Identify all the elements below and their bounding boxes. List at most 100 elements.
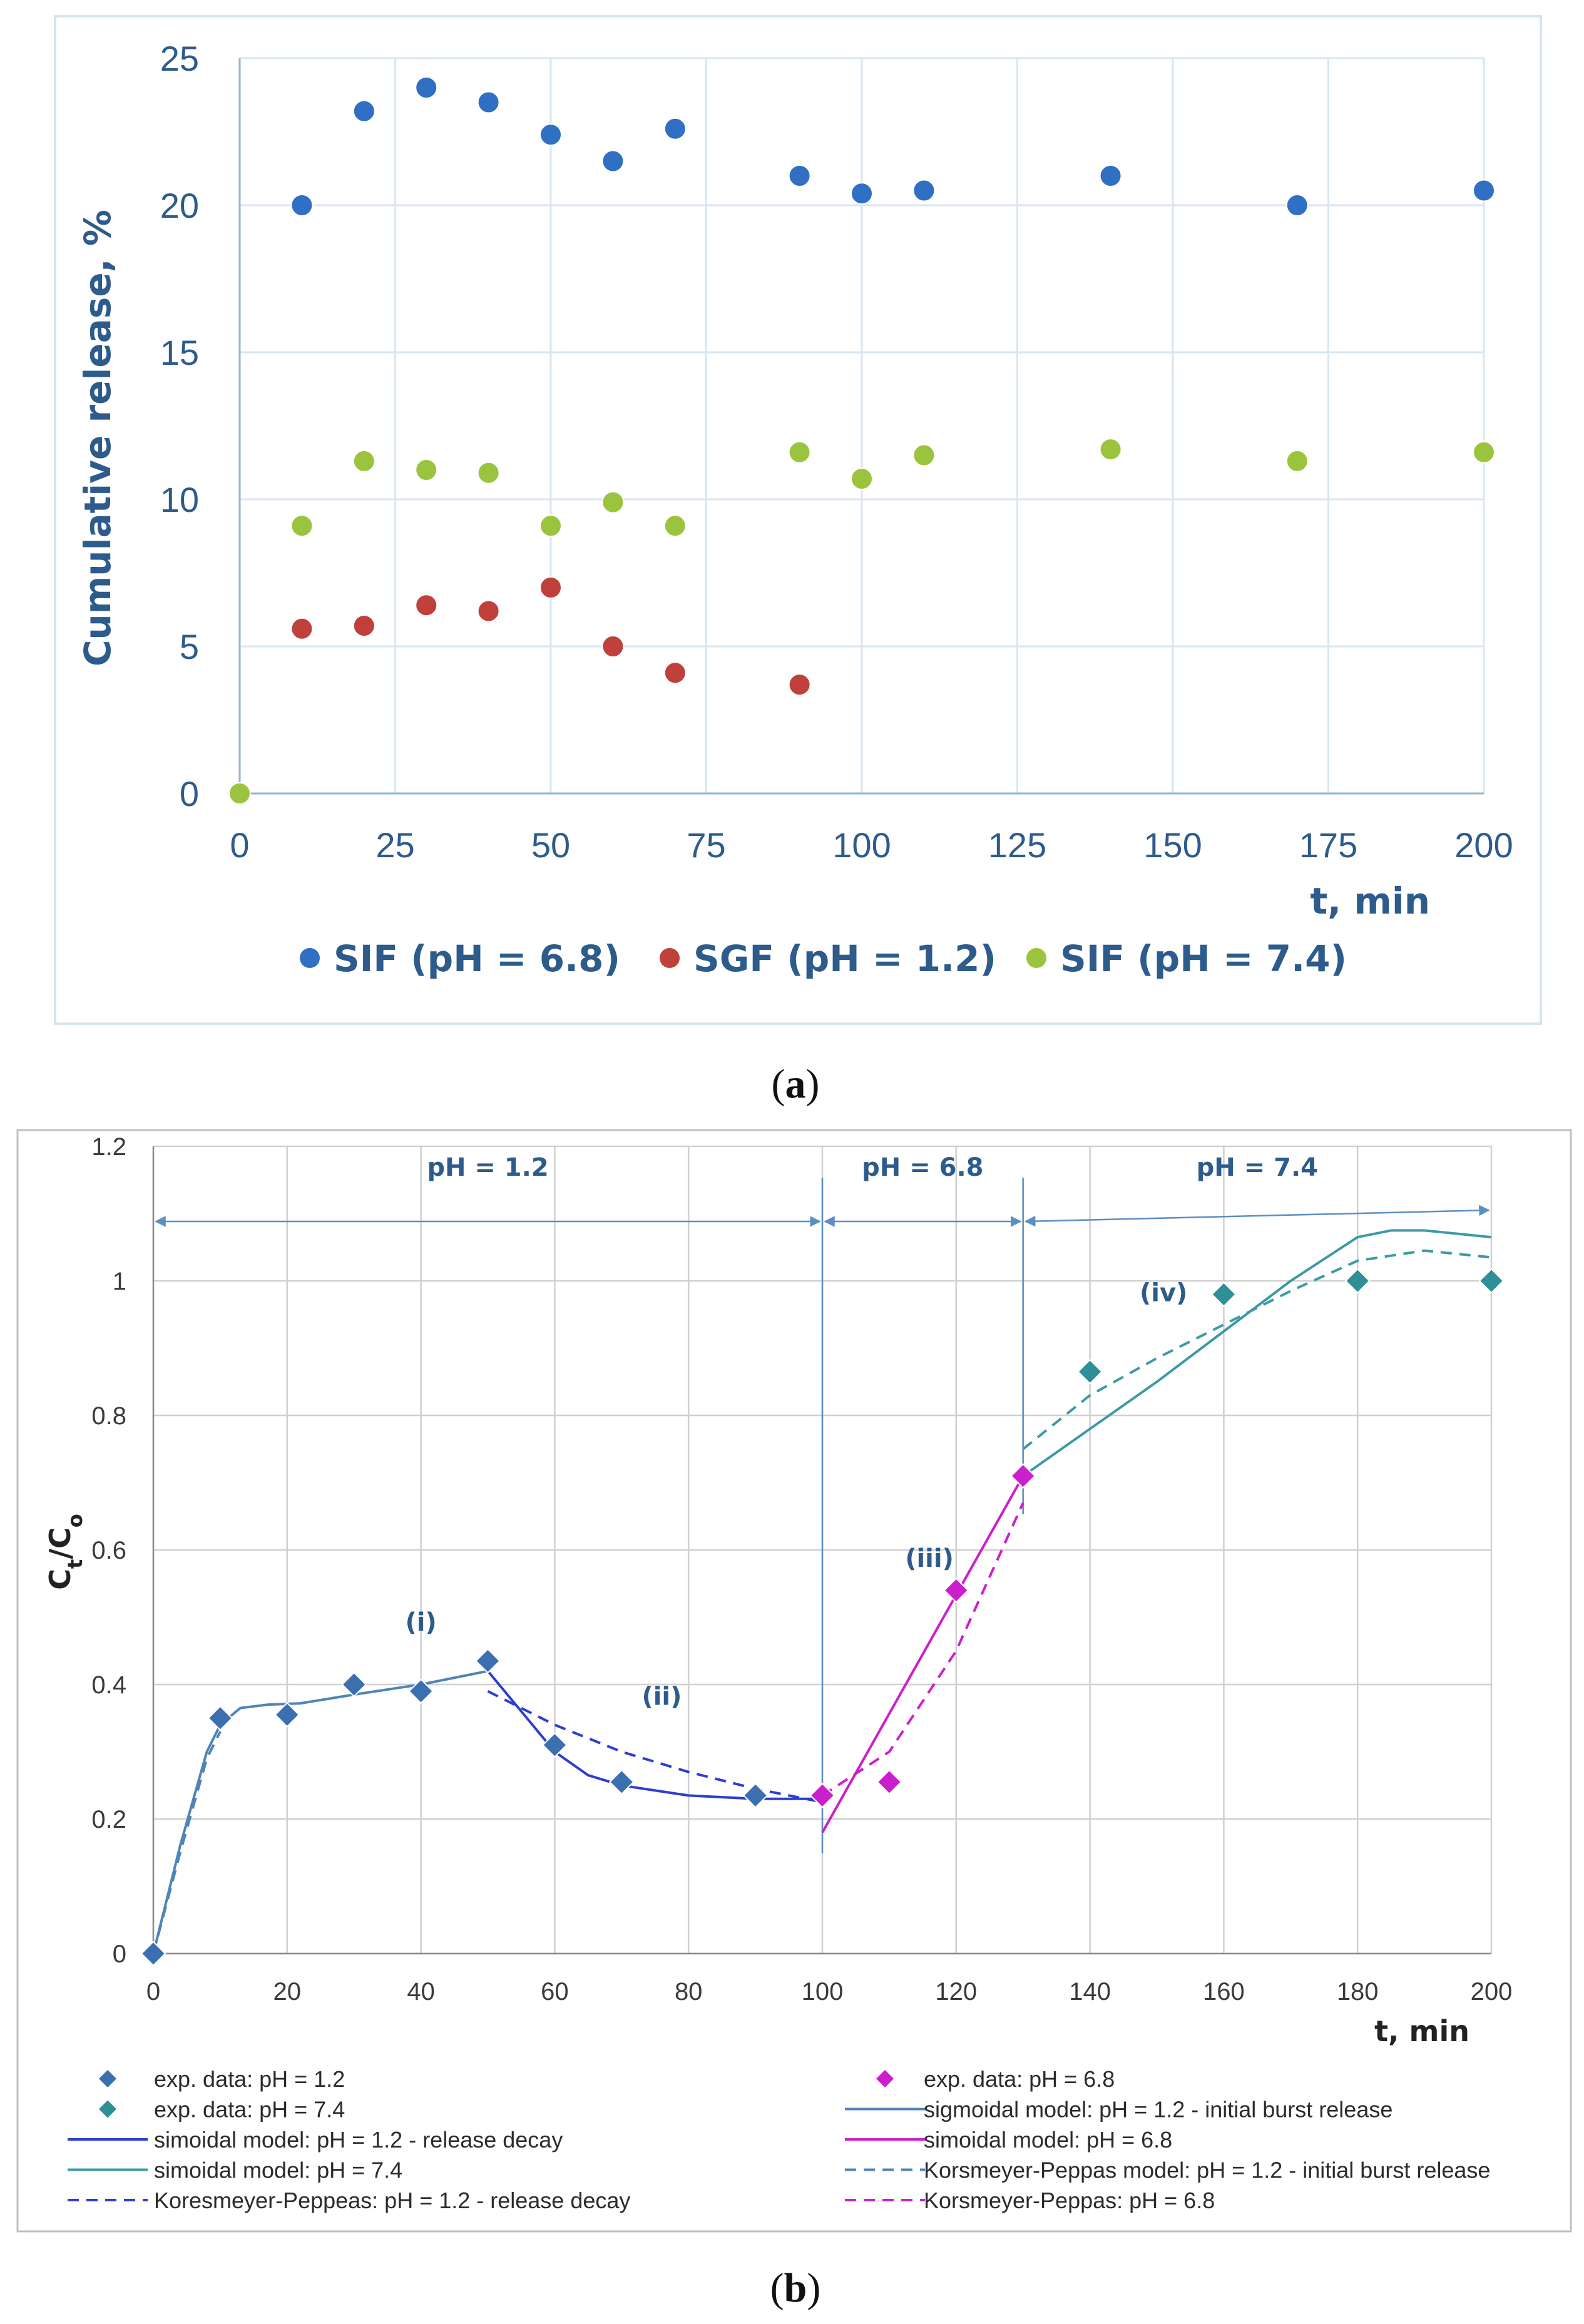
legend-marker: [876, 2070, 894, 2087]
phase-arrow-ph-7-4: [1024, 1205, 1490, 1227]
annotation-i: (i): [405, 1608, 436, 1637]
legend-item-sif-ph-6-8: SIF (pH = 6.8): [300, 937, 620, 980]
data-point: [477, 91, 500, 114]
x-tick-label: 80: [675, 1978, 703, 2005]
legend-item-simoidal-model-ph-6-8: simoidal model: pH = 6.8: [845, 2127, 1172, 2153]
series-sgf-ph-1-2: [228, 576, 811, 805]
legend-marker: [300, 948, 320, 968]
x-tick-label: 125: [988, 825, 1046, 865]
data-marker: [1010, 1463, 1036, 1489]
panel-b-x-axis-label: t, min: [1374, 2014, 1469, 2048]
x-tick-label: 0: [146, 1978, 160, 2005]
panel-a-y-tick-labels: 0 5 10 15 20 25: [160, 39, 199, 813]
legend-label: simoidal model: pH = 7.4: [154, 2158, 402, 2183]
y-tick-label: 0.6: [91, 1537, 126, 1564]
data-marker: [608, 1769, 635, 1795]
x-tick-label: 100: [832, 825, 891, 865]
panel-a-x-axis-label: t, min: [1310, 880, 1430, 922]
data-marker: [1077, 1358, 1103, 1385]
legend-label: exp. data: pH = 6.8: [924, 2066, 1115, 2092]
y-tick-label: 1: [113, 1268, 126, 1295]
data-point: [601, 635, 625, 658]
data-point: [539, 576, 562, 599]
legend-label: exp. data: pH = 7.4: [154, 2097, 345, 2123]
legend-item-korsmeyer-peppas-ph-6-8: Korsmeyer-Peppas: pH = 6.8: [845, 2188, 1215, 2213]
data-point: [1285, 194, 1309, 217]
data-point: [1473, 179, 1495, 202]
legend-label: SIF (pH = 7.4): [1060, 937, 1347, 980]
annotation-iii: (iii): [905, 1544, 954, 1573]
series-exp-data-ph-7-4: [1077, 1268, 1505, 1385]
data-point: [851, 182, 873, 205]
y-tick-label: 1.2: [91, 1133, 126, 1161]
series-sif-ph-6-8: [228, 76, 1495, 805]
phase-label: pH = 6.8: [862, 1153, 983, 1182]
data-point: [663, 514, 687, 538]
legend-marker: [99, 2100, 116, 2118]
panel-a-data-points: [228, 76, 1495, 805]
y-tick-label: 0.4: [91, 1671, 126, 1699]
panel-b-x-tick-labels: 0 20 40 60 80 100 120 140 160 180 200: [146, 1978, 1513, 2005]
y-tick-label: 0.2: [91, 1806, 126, 1833]
panel-b: 0 0.2 0.4 0.6 0.8 1 1.2 0 20 40 60 80 100 120 140 160 1…: [16, 1129, 1572, 2233]
data-point: [1285, 449, 1309, 472]
line-simoidal-model-ph-1-2-release-decay: [486, 1670, 822, 1800]
data-marker: [475, 1648, 501, 1674]
data-point: [1099, 165, 1122, 187]
data-point: [788, 441, 811, 464]
data-point: [912, 444, 936, 467]
panel-b-caption: (b): [770, 2265, 821, 2311]
data-point: [788, 165, 811, 187]
legend-item-korsmeyer-peppas-model-ph-1-2-initial-burst-release: Korsmeyer-Peppas model: pH = 1.2 - initi…: [845, 2158, 1490, 2183]
panel-b-frame: [16, 1129, 1572, 2233]
x-tick-label: 175: [1299, 825, 1357, 865]
legend-item-sif-ph-7-4: SIF (pH = 7.4): [1026, 937, 1347, 980]
data-point: [477, 461, 500, 484]
legend-marker: [660, 948, 680, 968]
data-marker: [207, 1705, 233, 1731]
legend-marker: [1026, 948, 1046, 968]
data-point: [912, 179, 936, 202]
y-tick-label: 10: [160, 480, 199, 519]
data-marker: [943, 1577, 969, 1603]
y-tick-label: 5: [180, 627, 199, 666]
x-tick-label: 25: [376, 825, 414, 865]
panel-a: 0 5 10 15 20 25 0 25 50 75 100 125 150 175 200 Cumula…: [54, 15, 1542, 1025]
data-point: [352, 449, 376, 472]
panel-b-y-axis-label: Ct/Co: [43, 1514, 87, 1590]
data-point: [539, 514, 562, 538]
y-tick-label: 0: [113, 1940, 126, 1968]
line-simoidal-model-ph-7-4: [1022, 1229, 1492, 1477]
data-point: [352, 614, 376, 638]
x-tick-label: 75: [687, 825, 725, 865]
y-tick-label: 0: [180, 774, 199, 813]
x-tick-label: 100: [802, 1978, 844, 2005]
line-korsmeyer-peppas-ph-6-8: [821, 1502, 1024, 1797]
data-point: [788, 673, 811, 696]
data-point: [477, 599, 500, 623]
data-point: [601, 491, 625, 514]
data-point: [290, 194, 314, 217]
data-point: [539, 123, 562, 146]
panel-b-annotations: (i) (ii) (iii) (iv): [405, 1278, 1187, 1711]
x-tick-label: 200: [1471, 1978, 1513, 2005]
x-tick-label: 160: [1203, 1978, 1245, 2005]
data-point: [228, 782, 251, 805]
legend-label: SGF (pH = 1.2): [693, 937, 996, 980]
legend-label: simoidal model: pH = 6.8: [924, 2127, 1172, 2153]
x-tick-label: 180: [1337, 1978, 1379, 2005]
x-tick-label: 150: [1143, 825, 1202, 865]
x-tick-label: 40: [407, 1978, 435, 2005]
y-tick-label: 0.8: [91, 1402, 126, 1430]
legend-item-sigmoidal-model-ph-1-2-initial-burst-release: sigmoidal model: pH = 1.2 - initial burs…: [845, 2097, 1392, 2123]
legend-marker: [99, 2070, 116, 2087]
data-marker: [1478, 1268, 1505, 1294]
line-korsmeyer-peppas-model-ph-1-2-initial-burst-release: [152, 1731, 222, 1954]
legend-item-exp-data-ph-7-4: exp. data: pH = 7.4: [99, 2097, 345, 2123]
line-koresmeyer-peppeas-ph-1-2-release-decay: [487, 1690, 823, 1804]
legend-label: sigmoidal model: pH = 1.2 - initial burs…: [924, 2097, 1392, 2123]
data-marker: [809, 1782, 835, 1808]
panel-b-axes: [152, 1146, 1491, 1955]
data-marker: [140, 1940, 166, 1967]
